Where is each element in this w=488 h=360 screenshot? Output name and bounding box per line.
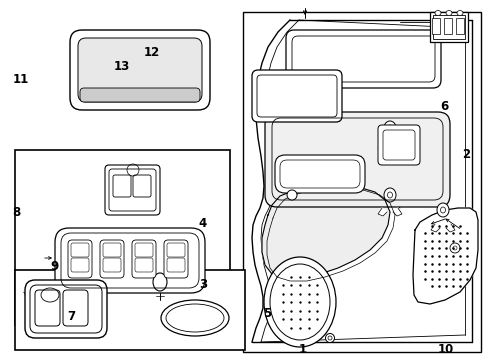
Text: 13: 13	[114, 60, 130, 73]
Ellipse shape	[153, 273, 167, 291]
FancyBboxPatch shape	[78, 38, 202, 102]
Ellipse shape	[264, 257, 335, 347]
FancyBboxPatch shape	[291, 36, 434, 82]
Polygon shape	[412, 208, 477, 304]
FancyBboxPatch shape	[163, 240, 187, 278]
Bar	[455, 18, 463, 34]
Polygon shape	[377, 208, 386, 216]
FancyBboxPatch shape	[264, 112, 449, 207]
Ellipse shape	[456, 10, 462, 15]
Text: 9: 9	[50, 260, 59, 273]
FancyBboxPatch shape	[377, 125, 419, 165]
FancyBboxPatch shape	[285, 30, 440, 88]
Ellipse shape	[325, 333, 334, 342]
FancyBboxPatch shape	[274, 155, 364, 193]
Polygon shape	[392, 208, 401, 216]
Bar	[431, 18, 439, 34]
Polygon shape	[251, 20, 471, 342]
Polygon shape	[430, 224, 439, 232]
Text: 11: 11	[12, 73, 28, 86]
Ellipse shape	[434, 10, 440, 15]
FancyBboxPatch shape	[100, 240, 124, 278]
FancyBboxPatch shape	[80, 88, 200, 102]
Ellipse shape	[73, 295, 87, 311]
Ellipse shape	[286, 190, 296, 200]
FancyBboxPatch shape	[132, 240, 156, 278]
Bar	[243, 12, 480, 352]
Text: 5: 5	[263, 307, 271, 320]
Bar	[443, 18, 451, 34]
Polygon shape	[262, 185, 389, 278]
Bar	[432, 15, 464, 39]
FancyBboxPatch shape	[63, 290, 88, 326]
Text: 1: 1	[299, 343, 306, 356]
FancyBboxPatch shape	[55, 228, 204, 293]
FancyBboxPatch shape	[70, 30, 209, 110]
Polygon shape	[377, 142, 386, 150]
Bar	[15, 270, 244, 350]
Ellipse shape	[383, 188, 395, 202]
FancyBboxPatch shape	[25, 280, 107, 338]
Bar	[15, 150, 229, 325]
Ellipse shape	[96, 303, 104, 313]
Text: 2: 2	[461, 148, 469, 161]
Ellipse shape	[445, 10, 451, 15]
FancyBboxPatch shape	[68, 240, 92, 278]
Text: 10: 10	[437, 343, 453, 356]
Text: 3: 3	[199, 278, 206, 291]
Text: 8: 8	[12, 206, 20, 219]
Ellipse shape	[436, 203, 448, 217]
FancyBboxPatch shape	[35, 290, 60, 326]
Polygon shape	[445, 224, 454, 232]
FancyBboxPatch shape	[251, 70, 341, 122]
Bar	[429, 12, 467, 42]
Ellipse shape	[161, 300, 228, 336]
FancyBboxPatch shape	[133, 175, 151, 197]
Ellipse shape	[383, 121, 395, 135]
Text: 7: 7	[67, 310, 76, 323]
FancyBboxPatch shape	[105, 165, 160, 215]
FancyBboxPatch shape	[113, 175, 131, 197]
Ellipse shape	[449, 243, 459, 253]
Text: 6: 6	[439, 100, 447, 113]
Polygon shape	[392, 142, 401, 150]
Text: 4: 4	[199, 217, 206, 230]
Text: 12: 12	[143, 46, 160, 59]
